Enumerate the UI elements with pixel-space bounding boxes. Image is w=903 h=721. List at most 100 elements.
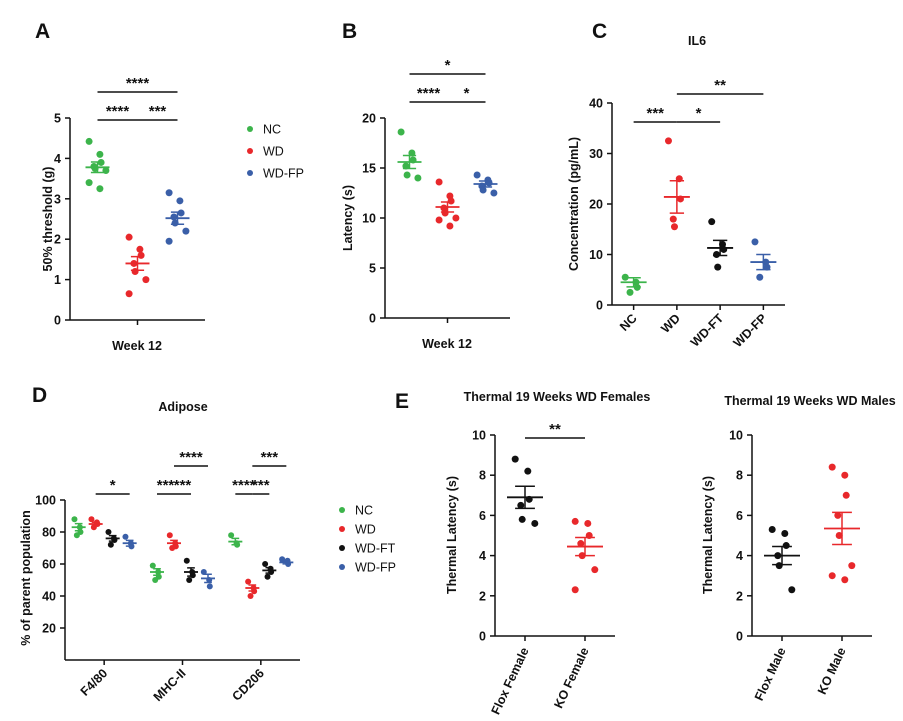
data-point <box>397 128 405 136</box>
y-tick-label: 30 <box>589 147 603 161</box>
y-tick-label: 10 <box>729 429 743 443</box>
y-tick-label: 100 <box>35 494 56 508</box>
x-axis-title: Week 12 <box>422 337 472 351</box>
y-tick-label: 15 <box>362 162 376 176</box>
data-point <box>137 251 145 259</box>
data-point <box>446 222 454 230</box>
data-point <box>186 577 193 583</box>
y-tick-label: 20 <box>42 622 56 636</box>
significance-label: *** <box>646 105 664 122</box>
data-point <box>626 288 634 296</box>
data-point <box>125 233 133 241</box>
error-bar <box>756 253 771 271</box>
y-tick-label: 0 <box>369 312 376 326</box>
legend-marker <box>339 564 345 570</box>
y-tick-label: 5 <box>54 112 61 126</box>
legend-marker <box>339 526 345 532</box>
significance-label: *** <box>252 477 270 494</box>
y-tick-label: 20 <box>589 198 603 212</box>
y-tick-label: 20 <box>362 112 376 126</box>
significance-label: * <box>445 57 451 74</box>
data-point <box>848 562 856 570</box>
panel-label: A <box>35 20 50 43</box>
error-bar <box>108 534 117 542</box>
y-tick-label: 4 <box>736 549 743 563</box>
data-point <box>165 237 173 245</box>
panel-label: E <box>395 390 409 413</box>
error-bar <box>170 539 178 547</box>
significance-label: * <box>110 477 116 494</box>
chart-title: Adipose <box>158 400 207 414</box>
error-bar <box>575 536 595 557</box>
error-bar <box>478 180 493 188</box>
x-tick-label: Flox Female <box>488 645 531 716</box>
data-point <box>170 213 178 221</box>
data-point <box>756 273 764 281</box>
y-tick-label: 4 <box>479 549 486 563</box>
legend-label: NC <box>355 504 373 518</box>
legend-label: WD-FT <box>355 542 396 556</box>
data-point <box>708 218 716 226</box>
error-bar <box>74 522 83 532</box>
y-tick-label: 40 <box>42 590 56 604</box>
error-bar <box>170 211 185 226</box>
data-point <box>435 216 443 224</box>
data-point <box>264 573 271 580</box>
y-axis-title: Concentration (pg/mL) <box>567 137 581 271</box>
data-point <box>591 566 599 574</box>
error-bar <box>402 154 417 170</box>
data-point <box>71 516 78 523</box>
error-bar <box>248 584 257 592</box>
error-bar <box>91 521 100 527</box>
legend-label: WD-FP <box>263 167 304 181</box>
data-point <box>228 532 235 539</box>
data-point <box>531 519 539 527</box>
x-tick-label: KO Female <box>551 645 591 710</box>
x-tick-label: MHC-II <box>151 666 189 704</box>
data-point <box>206 583 213 590</box>
chart-title: Thermal 19 Weeks WD Males <box>724 394 895 408</box>
data-point <box>182 227 190 235</box>
legend-marker <box>247 126 253 132</box>
data-point <box>479 186 487 194</box>
data-point <box>511 455 519 463</box>
data-point <box>142 276 150 284</box>
y-tick-label: 8 <box>479 469 486 483</box>
data-point <box>781 529 789 537</box>
x-tick-label: F4/80 <box>78 666 111 699</box>
y-tick-label: 4 <box>54 152 61 166</box>
significance-label: * <box>696 105 702 122</box>
legend-label: WD <box>263 145 284 159</box>
error-bar <box>282 560 291 565</box>
data-point <box>403 171 411 179</box>
error-bar <box>125 539 134 547</box>
data-point <box>571 586 579 594</box>
error-bar <box>130 255 145 272</box>
data-point <box>136 245 144 253</box>
legend-marker <box>339 545 345 551</box>
data-point <box>842 491 850 499</box>
data-point <box>584 519 592 527</box>
data-point <box>152 577 159 583</box>
error-bar <box>231 537 240 546</box>
legend-marker <box>247 148 253 154</box>
data-point <box>768 525 776 533</box>
significance-label: *** <box>174 477 192 494</box>
data-point <box>751 238 759 246</box>
error-bar <box>772 545 792 566</box>
data-point <box>247 593 254 599</box>
y-axis-title: Thermal Latency (s) <box>701 476 715 594</box>
error-bar <box>515 485 535 510</box>
significance-label: **** <box>106 103 130 120</box>
data-point <box>669 215 677 223</box>
y-tick-label: 8 <box>736 469 743 483</box>
error-bar <box>669 180 685 214</box>
data-point <box>828 463 836 471</box>
data-point <box>571 517 579 525</box>
significance-label: * <box>464 85 470 102</box>
data-point <box>524 467 532 475</box>
x-tick-label: WD <box>658 311 683 336</box>
significance-label: **** <box>232 477 256 494</box>
data-point <box>96 150 104 158</box>
